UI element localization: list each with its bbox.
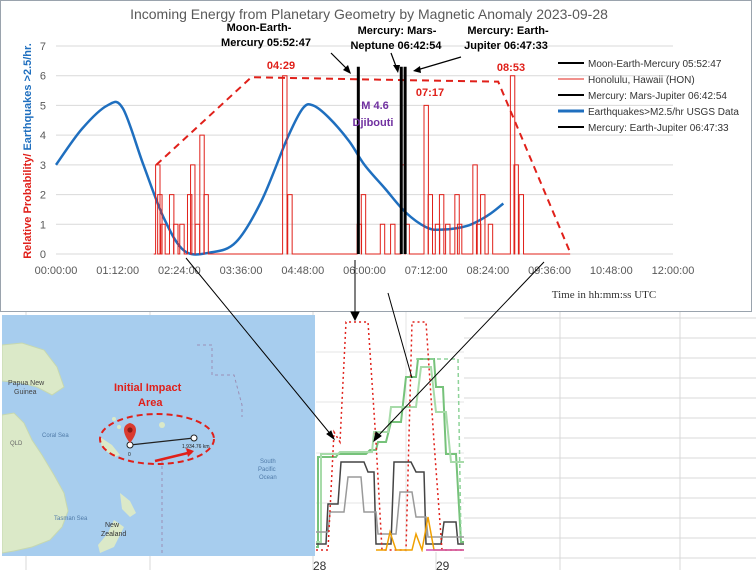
- distance-line: [129, 437, 195, 446]
- x-tick-label: 04:48:00: [281, 265, 324, 277]
- inset-green-series-2: [316, 366, 464, 543]
- direction-arrow: [154, 450, 193, 463]
- y-tick-label: 1: [40, 219, 46, 231]
- legend-entry: Earthquakes>M2.5/hr USGS Data: [588, 107, 739, 118]
- chart-legend: Moon-Earth-Mercury 05:52:47 Honolulu, Haw…: [558, 59, 739, 134]
- label-south-pacific-3: Ocean: [259, 475, 277, 481]
- x-tick-label: 12:00:00: [652, 265, 695, 277]
- y-tick-label: 6: [40, 71, 46, 83]
- inset-orange-series: [376, 516, 464, 552]
- y-tick-label: 0: [40, 249, 46, 261]
- inset-black-series: [316, 461, 464, 545]
- x-tick-label: 09:36:00: [528, 265, 571, 277]
- annotation-mercury-mars-neptune-2: Neptune 06:42:54: [350, 40, 442, 52]
- label-papua-new-guinea-2: Guinea: [14, 389, 37, 396]
- x-tick-label: 08:24:00: [466, 265, 509, 277]
- x-tick-label: 06:00:00: [343, 265, 386, 277]
- y-axis-label-part-1: Relative Probability/: [22, 154, 34, 259]
- inset-red-dotted: [316, 321, 464, 551]
- zoomed-chart-inset: [316, 312, 464, 552]
- australia-landmass: [2, 412, 69, 554]
- main-chart: Incoming Energy from Planetary Geometry …: [22, 6, 739, 301]
- legend-entry: Honolulu, Hawaii (HON): [588, 75, 695, 86]
- annotation-moon-earth-mercury-1: Moon-Earth-: [227, 22, 292, 34]
- label-tasman-sea: Tasman Sea: [54, 516, 88, 522]
- x-tick-label: 03:36:00: [220, 265, 263, 277]
- x-tick-label: 00:00:00: [35, 265, 78, 277]
- point-label: 0: [128, 452, 131, 458]
- x-axis-label: Time in hh:mm:ss UTC: [552, 289, 656, 301]
- y-tick-label: 3: [40, 160, 46, 172]
- annotation-mercury-earth-jupiter-1: Mercury: Earth-: [467, 25, 549, 37]
- label-coral-sea: Coral Sea: [42, 433, 69, 439]
- time-label-0429: 04:29: [267, 60, 295, 72]
- label-papua-new-guinea-1: Papua New: [8, 380, 45, 387]
- honolulu-envelope-dashed: [155, 76, 572, 253]
- new-caledonia-landmass: [100, 437, 120, 457]
- annotation-mercury-earth-jupiter-2: Jupiter 06:47:33: [464, 40, 548, 52]
- label-new-zealand-1: New: [105, 522, 120, 529]
- new-zealand-landmass: [120, 493, 136, 517]
- y-tick-label: 7: [40, 41, 46, 53]
- y-tick-label: 5: [40, 100, 46, 112]
- initial-impact-label-2: Area: [138, 397, 163, 409]
- column-label-28: 28: [313, 559, 327, 570]
- y-tick-label: 2: [40, 190, 46, 202]
- map-panel: Papua New Guinea Coral Sea QLD Tasman Se…: [2, 315, 315, 556]
- x-tick-label: 01:12:00: [96, 265, 139, 277]
- honolulu-spikes-path: [153, 75, 571, 255]
- papua-new-guinea-landmass: [2, 342, 65, 396]
- annotation-mercury-mars-neptune-1: Mercury: Mars-: [358, 25, 437, 37]
- time-label-0853: 08:53: [497, 62, 525, 74]
- earthquake-series-line: [54, 100, 505, 256]
- label-south-pacific-2: Pacific: [258, 467, 276, 473]
- y-axis-label: Relative Probability/ Earthquakes >2.5/h…: [22, 43, 34, 259]
- x-tick-label: 02:24:00: [158, 265, 201, 277]
- map-pin-icon: [124, 423, 136, 443]
- legend-entry: Moon-Earth-Mercury 05:52:47: [588, 59, 722, 70]
- label-djibouti: Djibouti: [353, 117, 394, 129]
- label-qld: QLD: [10, 441, 23, 447]
- label-new-zealand-2: Zealand: [101, 531, 126, 538]
- chart-title: Incoming Energy from Planetary Geometry …: [130, 6, 608, 22]
- x-tick-label: 07:12:00: [405, 265, 448, 277]
- impact-area-ellipse: [99, 413, 215, 465]
- honolulu-spike-series: [153, 75, 571, 255]
- annotation-moon-earth-mercury-2: Mercury 05:52:47: [221, 37, 311, 49]
- inset-gray-series: [316, 476, 464, 538]
- label-m46: M 4.6: [361, 100, 389, 112]
- main-chart-panel: Incoming Energy from Planetary Geometry …: [0, 0, 752, 312]
- initial-impact-label-1: Initial Impact: [114, 382, 182, 394]
- x-tick-label: 10:48:00: [590, 265, 633, 277]
- legend-entry: Mercury: Earth-Jupiter 06:47:33: [588, 123, 729, 134]
- time-label-0717: 07:17: [416, 87, 444, 99]
- legend-entry: Mercury: Mars-Jupiter 06:42:54: [588, 91, 727, 102]
- distance-label: 1,934.76 km: [182, 444, 210, 450]
- label-south-pacific-1: South: [260, 459, 276, 465]
- y-tick-label: 4: [40, 130, 46, 142]
- y-axis-label-part-2: Earthquakes >2.5/hr.: [22, 43, 34, 153]
- column-label-29: 29: [436, 559, 450, 570]
